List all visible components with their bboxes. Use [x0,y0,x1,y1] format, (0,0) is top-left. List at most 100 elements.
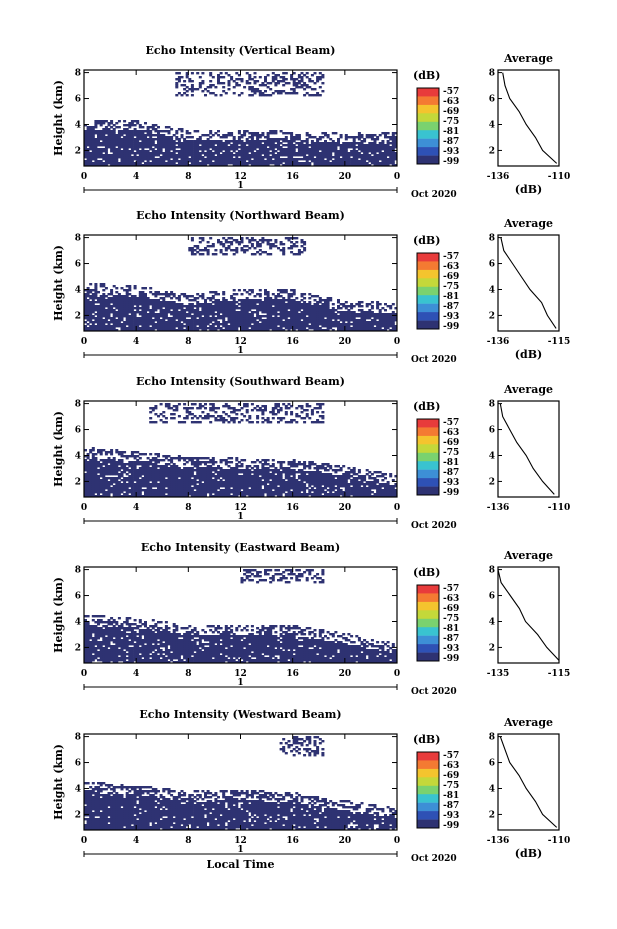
heatmap-cell [91,449,95,452]
heatmap-cell [115,154,119,157]
heatmap-cell [170,317,174,320]
heatmap-cell [151,307,155,310]
heatmap-cell [253,327,257,330]
heatmap-cell [394,152,398,155]
heatmap-cell [172,319,176,322]
heatmap-cell [86,140,90,143]
heatmap-cell [123,128,127,131]
heatmap-cell [219,136,223,139]
heatmap-cell [381,132,385,135]
heatmap-cell [391,144,395,147]
heatmap-cell [190,329,194,332]
heatmap-cell [167,487,171,490]
heatmap-cell [237,162,241,165]
heatmap-cell [201,142,205,145]
heatmap-cell [183,481,187,484]
heatmap-cell [170,457,174,460]
heatmap-cell [269,297,273,300]
heatmap-cell [151,409,155,412]
heatmap-cell [279,303,283,306]
heatmap-cell [146,164,150,167]
heatmap-cell [391,134,395,137]
heatmap-cell [214,303,218,306]
heatmap-cell [94,152,98,155]
heatmap-cell [214,323,218,326]
heatmap-cell [154,315,158,318]
heatmap-cell [339,323,343,326]
heatmap-cell [245,154,249,157]
heatmap-cell [357,323,361,326]
heatmap-cell [144,471,147,474]
heatmap-cell [94,301,98,304]
heatmap-cell [157,160,160,163]
heatmap-cell [386,317,390,320]
heatmap-cell [292,317,296,320]
heatmap-cell [258,315,262,318]
heatmap-cell [97,449,100,452]
heatmap-cell [86,305,90,308]
heatmap-cell [308,301,312,304]
heatmap-cell [104,303,108,306]
heatmap-cell [141,315,145,318]
heatmap-cell [97,491,100,494]
heatmap-cell [240,158,244,161]
heatmap-cell [230,309,234,312]
heatmap-cell [154,146,158,149]
heatmap-cell [157,471,160,474]
heatmap-cell [154,493,158,496]
heatmap-cell [104,477,108,480]
heatmap-cell [91,327,95,330]
heatmap-cell [133,323,137,326]
heatmap-cell [175,471,179,474]
heatmap-cell [381,158,385,161]
heatmap-cell [167,407,171,410]
heatmap-cell [284,152,288,155]
heatmap-cell [190,323,194,326]
heatmap-cell [89,495,93,498]
heatmap-cell [196,148,200,151]
heatmap-cell [120,134,124,137]
heatmap-cell [352,144,356,147]
heatmap-cell [102,128,106,131]
heatmap-cell [339,329,343,332]
heatmap-cell [130,124,134,127]
heatmap-cell [190,459,194,462]
heatmap-cell [201,162,205,165]
heatmap-cell [342,315,346,318]
heatmap-cell [117,164,121,167]
heatmap-cell [219,251,223,254]
heatmap-cell [164,467,168,470]
heatmap-cell [86,313,90,316]
heatmap-cell [97,122,100,125]
heatmap-cell [201,469,205,472]
heatmap-cell [344,315,348,318]
heatmap-cell [94,495,98,498]
heatmap-cell [282,251,286,254]
heatmap-cell [133,285,137,288]
heatmap-cell [136,481,140,484]
heatmap-cell [232,164,236,167]
heatmap-cell [253,144,257,147]
heatmap-cell [110,467,114,470]
heatmap-cell [368,150,372,153]
heatmap-cell [196,245,200,248]
heatmap-cell [112,305,116,308]
heatmap-cell [117,162,121,165]
heatmap-cell [321,309,325,312]
heatmap-cell [227,154,231,157]
heatmap-cell [84,463,87,466]
heatmap-cell [211,313,215,316]
heatmap-cell [206,162,210,165]
heatmap-cell [91,164,95,167]
heatmap-cell [185,325,189,328]
heatmap-cell [196,315,200,318]
heatmap-cell [167,475,171,478]
heatmap-cell [190,94,194,97]
heatmap-cell [104,156,108,159]
heatmap-cell [141,293,145,296]
heatmap-cell [243,144,247,147]
heatmap-cell [110,299,114,302]
heatmap-cell [162,160,166,163]
heatmap-cell [177,138,181,141]
colorbar-swatch [417,130,439,139]
